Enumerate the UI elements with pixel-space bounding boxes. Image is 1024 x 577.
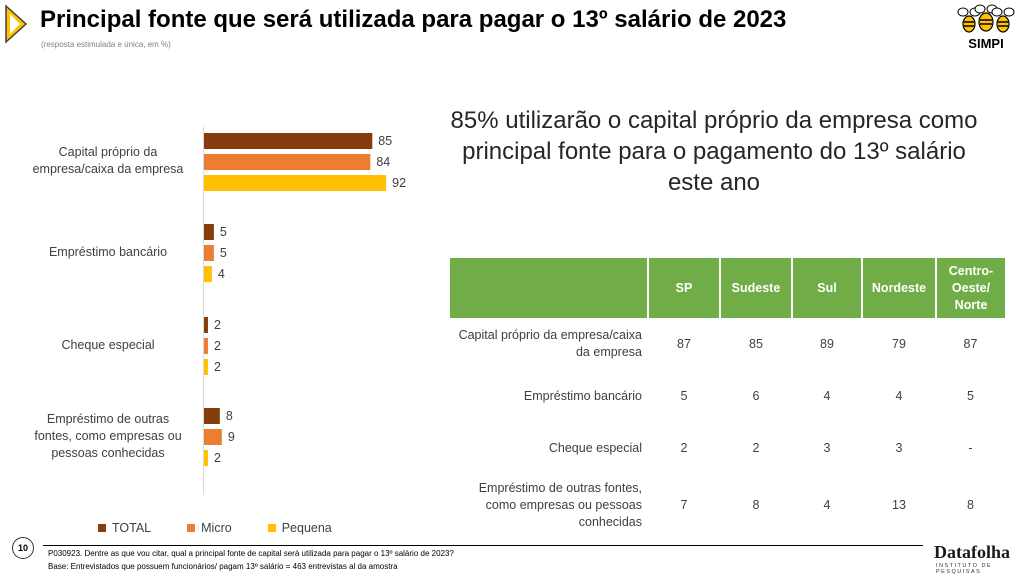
category-label: Empréstimo bancário [48,245,168,259]
table-header: Sudeste [720,258,793,318]
table-header: SP [648,258,721,318]
bar-micro [204,154,371,170]
data-label: 92 [392,176,406,190]
table-cell: 4 [895,388,903,403]
data-label: 2 [214,360,221,374]
table-cell: 85 [749,336,763,351]
bar-pequena [204,359,208,375]
table-cell: 4 [823,388,831,403]
page-number: 10 [12,537,34,559]
chart-legend: TOTAL Micro Pequena [98,521,332,535]
bar-micro [204,338,208,354]
legend-swatch-pequena [267,524,276,532]
table-cell: - [968,440,973,455]
legend-item-micro: Micro [187,521,232,535]
table-cell: 3 [823,440,831,455]
data-label: 5 [220,225,227,239]
table-cell: 89 [820,336,834,351]
table-cell: 3 [895,440,903,455]
table-cell: 7 [680,497,688,512]
footer-base: Base: Entrevistados que possuem funcioná… [48,562,398,571]
logo-text: SIMPI [968,36,1004,51]
bar-total [204,224,214,240]
table-row: Empréstimo de outras fontes, como empres… [450,474,1005,536]
row-label: Cheque especial [548,440,642,455]
bee-logo-icon [957,4,1015,33]
table-row: Empréstimo bancário 5 6 4 4 5 [450,370,1005,422]
title-arrow-icon [5,4,28,44]
table-cell: 5 [967,388,974,403]
page-subtitle: (resposta estimulada e única, em %) [41,40,171,49]
category-label: Capital próprio da empresa/caixa da empr… [32,145,184,176]
bar-micro [204,245,214,261]
bar-total [204,408,220,424]
row-label: Empréstimo de outras fontes, como empres… [478,480,642,529]
data-label: 9 [228,430,235,444]
datafolha-logo: Datafolha [934,542,1010,562]
data-label: 84 [376,155,390,169]
table-cell: 87 [963,336,978,351]
legend-label-total: TOTAL [112,521,152,535]
legend-swatch-total [98,524,106,532]
bar-total [204,317,208,333]
legend-label-micro: Micro [201,521,232,535]
table-header [450,258,649,318]
simpi-logo: SIMPI [955,4,1017,51]
table-cell: 4 [823,497,831,512]
table-row: Cheque especial 2 2 3 3 - [450,422,1005,474]
table-header-row: SP Sudeste Sul Nordeste Centro-Oeste/ No… [450,258,1005,318]
data-label: 8 [226,409,233,423]
data-label: 2 [214,339,221,353]
table-cell: 6 [752,388,760,403]
bar-pequena [204,450,208,466]
data-label: 5 [220,246,227,260]
data-label: 2 [214,451,221,465]
table-cell: 79 [892,336,906,351]
bar-chart: Capital próprio da empresa/caixa da empr… [0,100,440,545]
legend-label-pequena: Pequena [281,521,332,535]
legend-item-pequena: Pequena [267,521,332,535]
table-cell: 8 [752,497,760,512]
footer-question: P030923. Dentre as que vou citar, qual a… [48,549,454,558]
row-label: Capital próprio da empresa/caixa da empr… [458,328,642,359]
region-table: SP Sudeste Sul Nordeste Centro-Oeste/ No… [450,258,1005,536]
headline: 85% utilizarão o capital próprio da empr… [450,107,978,196]
row-label: Empréstimo bancário [523,388,642,403]
bar-micro [204,429,222,445]
category-label: Empréstimo de outras fontes, como empres… [34,412,182,460]
bar-total [204,133,373,149]
datafolha-subtitle: INSTITUTO DE PESQUISAS [936,563,993,575]
chart-axis [203,127,204,495]
category-label: Cheque especial [61,338,155,352]
table-cell: 13 [892,497,906,512]
bar-pequena [204,175,387,191]
table-cell: 8 [967,497,974,512]
table-cell: 2 [680,440,688,455]
table-header: Centro-Oeste/ Norte [936,258,1005,318]
data-label: 2 [214,318,221,332]
table-header: Nordeste [862,258,937,318]
table-row: Capital próprio da empresa/caixa da empr… [450,318,1005,370]
table-header: Sul [792,258,863,318]
legend-swatch-micro [187,524,196,532]
footer-divider [43,545,923,546]
data-label: 4 [218,267,225,281]
legend-item-total: TOTAL [98,521,151,535]
table-cell: 5 [680,388,688,403]
page-title: Principal fonte que será utilizada para … [40,6,787,33]
table-cell: 2 [752,440,760,455]
data-label: 85 [378,134,392,148]
bar-pequena [204,266,212,282]
table-cell: 87 [677,336,691,351]
